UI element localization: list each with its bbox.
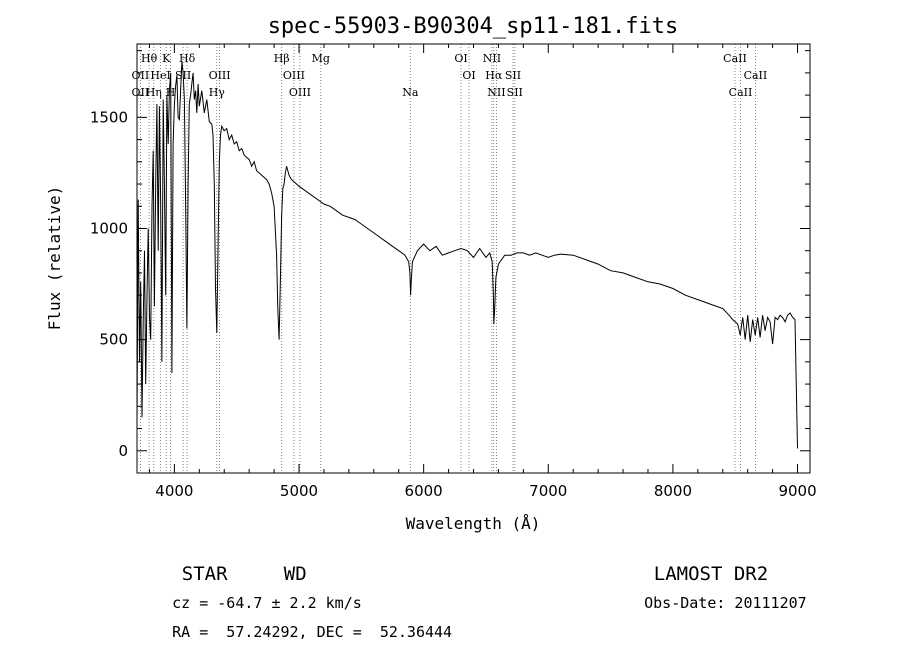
- spectral-line-label: Hβ: [274, 52, 290, 65]
- y-tick-label: 1500: [90, 108, 128, 126]
- x-tick-label: 7000: [529, 482, 567, 500]
- spectral-line-label: CaII: [723, 52, 747, 65]
- line-marker-group: [139, 44, 756, 473]
- obs-date: Obs-Date: 20111207: [644, 594, 807, 612]
- chart-title: spec-55903-B90304_sp11-181.fits: [268, 14, 679, 39]
- spectral-line-label: OI: [454, 52, 467, 65]
- object-class: STAR: [181, 563, 228, 585]
- x-tick-label: 9000: [778, 482, 816, 500]
- spectral-line-label: Mg: [312, 52, 330, 65]
- spectral-line-label: K: [162, 52, 171, 65]
- spectrum-line: [136, 61, 798, 449]
- spectral-line-label: CaII: [729, 86, 753, 99]
- spectral-line-label: Hδ: [179, 52, 196, 65]
- x-tick-label: 8000: [654, 482, 692, 500]
- spectral-line-label: NII: [483, 52, 501, 65]
- spectral-line-label: SII: [507, 86, 523, 99]
- y-tick-label: 0: [118, 442, 128, 460]
- spectral-line-label: OIII: [289, 86, 311, 99]
- spectrum-series-group: [136, 61, 798, 449]
- y-tick-label: 500: [99, 331, 128, 349]
- spectral-line-label: OIII: [209, 69, 231, 82]
- spectral-line-label: OII: [132, 69, 150, 82]
- object-subclass: WD: [283, 563, 307, 585]
- y-axis-title: Flux (relative): [45, 186, 64, 331]
- spectral-line-label: OI: [462, 69, 475, 82]
- coordinates-readout: RA = 57.24292, DEC = 52.36444: [172, 623, 453, 641]
- spectral-line-label: HeI: [150, 69, 170, 82]
- spectral-line-label: Hθ: [141, 52, 158, 65]
- redshift-readout: cz = -64.7 ± 2.2 km/s: [172, 594, 362, 612]
- axis-tick-group: 4000 5000 6000 7000 8000 9000 0 500 1000 1500: [90, 44, 817, 500]
- x-tick-label: 4000: [155, 482, 193, 500]
- spectral-line-label: SII: [505, 69, 521, 82]
- spectral-line-label: Hγ: [209, 86, 226, 99]
- spectral-line-label: NII: [487, 86, 505, 99]
- spectral-line-label: OIII: [283, 69, 305, 82]
- x-axis-title: Wavelength (Å): [406, 514, 541, 533]
- x-tick-label: 5000: [280, 482, 318, 500]
- x-tick-label: 6000: [405, 482, 443, 500]
- y-tick-label: 1000: [90, 219, 128, 237]
- survey-name: LAMOST DR2: [653, 563, 769, 585]
- spectral-line-label: CaII: [744, 69, 768, 82]
- spectral-line-label: OII: [132, 86, 150, 99]
- spectral-line-label: Hη: [146, 86, 162, 99]
- spectral-line-label: Na: [402, 86, 419, 99]
- plot-frame: [136, 43, 811, 474]
- spectral-line-label: Hα: [485, 69, 503, 82]
